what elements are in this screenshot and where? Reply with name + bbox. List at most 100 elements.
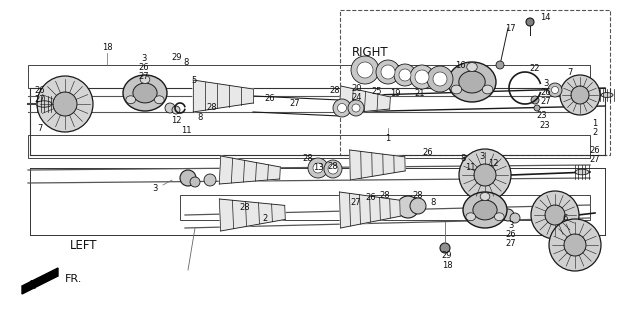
Circle shape — [324, 160, 342, 178]
Circle shape — [399, 69, 411, 81]
Text: 7: 7 — [37, 124, 43, 132]
Circle shape — [337, 103, 347, 113]
Text: 28: 28 — [328, 162, 338, 171]
Text: 26: 26 — [590, 146, 600, 155]
Circle shape — [348, 100, 364, 116]
Circle shape — [397, 196, 419, 218]
Text: 29: 29 — [442, 251, 452, 260]
Circle shape — [531, 96, 539, 104]
Text: 8: 8 — [430, 197, 436, 206]
Circle shape — [549, 219, 601, 271]
Text: 8: 8 — [460, 154, 466, 163]
Text: 7: 7 — [567, 68, 573, 76]
Ellipse shape — [466, 63, 478, 71]
Polygon shape — [22, 268, 58, 294]
Circle shape — [53, 92, 77, 116]
Text: 8: 8 — [197, 113, 203, 122]
Circle shape — [308, 158, 328, 178]
Circle shape — [496, 61, 504, 69]
Text: 29: 29 — [172, 52, 182, 61]
Circle shape — [534, 105, 540, 111]
Text: 27: 27 — [35, 94, 45, 103]
Text: 12: 12 — [171, 116, 181, 124]
Circle shape — [204, 174, 216, 186]
Text: 3: 3 — [152, 183, 158, 193]
Text: RIGHT: RIGHT — [352, 45, 389, 59]
Text: 27: 27 — [290, 99, 300, 108]
Text: 27: 27 — [506, 238, 516, 247]
Text: 28: 28 — [239, 203, 251, 212]
Ellipse shape — [480, 193, 490, 200]
Circle shape — [37, 76, 93, 132]
Text: 26: 26 — [35, 85, 45, 94]
Text: 26: 26 — [540, 87, 552, 97]
Circle shape — [548, 83, 562, 97]
Text: 3: 3 — [479, 151, 485, 161]
Text: 25: 25 — [372, 86, 383, 95]
Text: 28: 28 — [329, 85, 341, 94]
Ellipse shape — [154, 96, 164, 104]
Text: 26: 26 — [506, 229, 516, 238]
Circle shape — [351, 56, 379, 84]
Ellipse shape — [451, 85, 462, 94]
Ellipse shape — [123, 75, 167, 111]
Circle shape — [172, 106, 180, 114]
Polygon shape — [219, 156, 280, 184]
Text: 18: 18 — [442, 260, 452, 269]
Circle shape — [313, 163, 323, 173]
Text: 14: 14 — [540, 12, 550, 21]
Text: 27: 27 — [350, 197, 362, 206]
Polygon shape — [193, 80, 253, 112]
Text: 22: 22 — [530, 63, 540, 73]
Circle shape — [545, 205, 565, 225]
Text: 18: 18 — [102, 43, 112, 52]
Circle shape — [410, 198, 426, 214]
Text: 3: 3 — [141, 53, 147, 62]
Ellipse shape — [133, 83, 157, 103]
Polygon shape — [220, 199, 285, 231]
Text: 23: 23 — [537, 110, 547, 119]
Circle shape — [333, 99, 351, 117]
Ellipse shape — [448, 62, 496, 102]
Text: 12: 12 — [488, 158, 499, 167]
Ellipse shape — [459, 71, 485, 93]
Circle shape — [510, 213, 520, 223]
Text: 28: 28 — [303, 154, 313, 163]
Text: 2: 2 — [262, 213, 268, 222]
Text: 6: 6 — [562, 213, 568, 222]
Text: 20: 20 — [352, 84, 362, 92]
Circle shape — [564, 234, 586, 256]
Text: 21: 21 — [415, 89, 425, 98]
Text: 26: 26 — [366, 193, 376, 202]
Circle shape — [415, 70, 429, 84]
Ellipse shape — [140, 76, 150, 84]
Circle shape — [440, 243, 450, 253]
Text: 26: 26 — [265, 93, 275, 102]
Text: FR.: FR. — [65, 274, 83, 284]
Ellipse shape — [473, 200, 497, 220]
Text: 28: 28 — [207, 102, 217, 111]
Text: 16: 16 — [455, 60, 465, 69]
Circle shape — [531, 191, 579, 239]
Text: 3: 3 — [508, 220, 514, 229]
Text: 26: 26 — [423, 148, 433, 156]
Text: 5: 5 — [191, 76, 197, 84]
Text: 19: 19 — [390, 89, 400, 98]
Polygon shape — [350, 150, 405, 180]
Circle shape — [433, 72, 447, 86]
Circle shape — [352, 104, 360, 112]
Circle shape — [381, 65, 395, 79]
Ellipse shape — [36, 101, 52, 107]
Circle shape — [357, 62, 373, 78]
Text: 27: 27 — [590, 155, 600, 164]
Circle shape — [180, 170, 196, 186]
Circle shape — [560, 75, 600, 115]
Text: 13: 13 — [313, 163, 323, 172]
Text: LEFT: LEFT — [70, 238, 97, 252]
Circle shape — [459, 149, 511, 201]
Text: 28: 28 — [413, 190, 423, 199]
Text: 24: 24 — [352, 92, 362, 101]
Circle shape — [376, 60, 400, 84]
Circle shape — [552, 86, 558, 93]
Ellipse shape — [575, 169, 589, 175]
